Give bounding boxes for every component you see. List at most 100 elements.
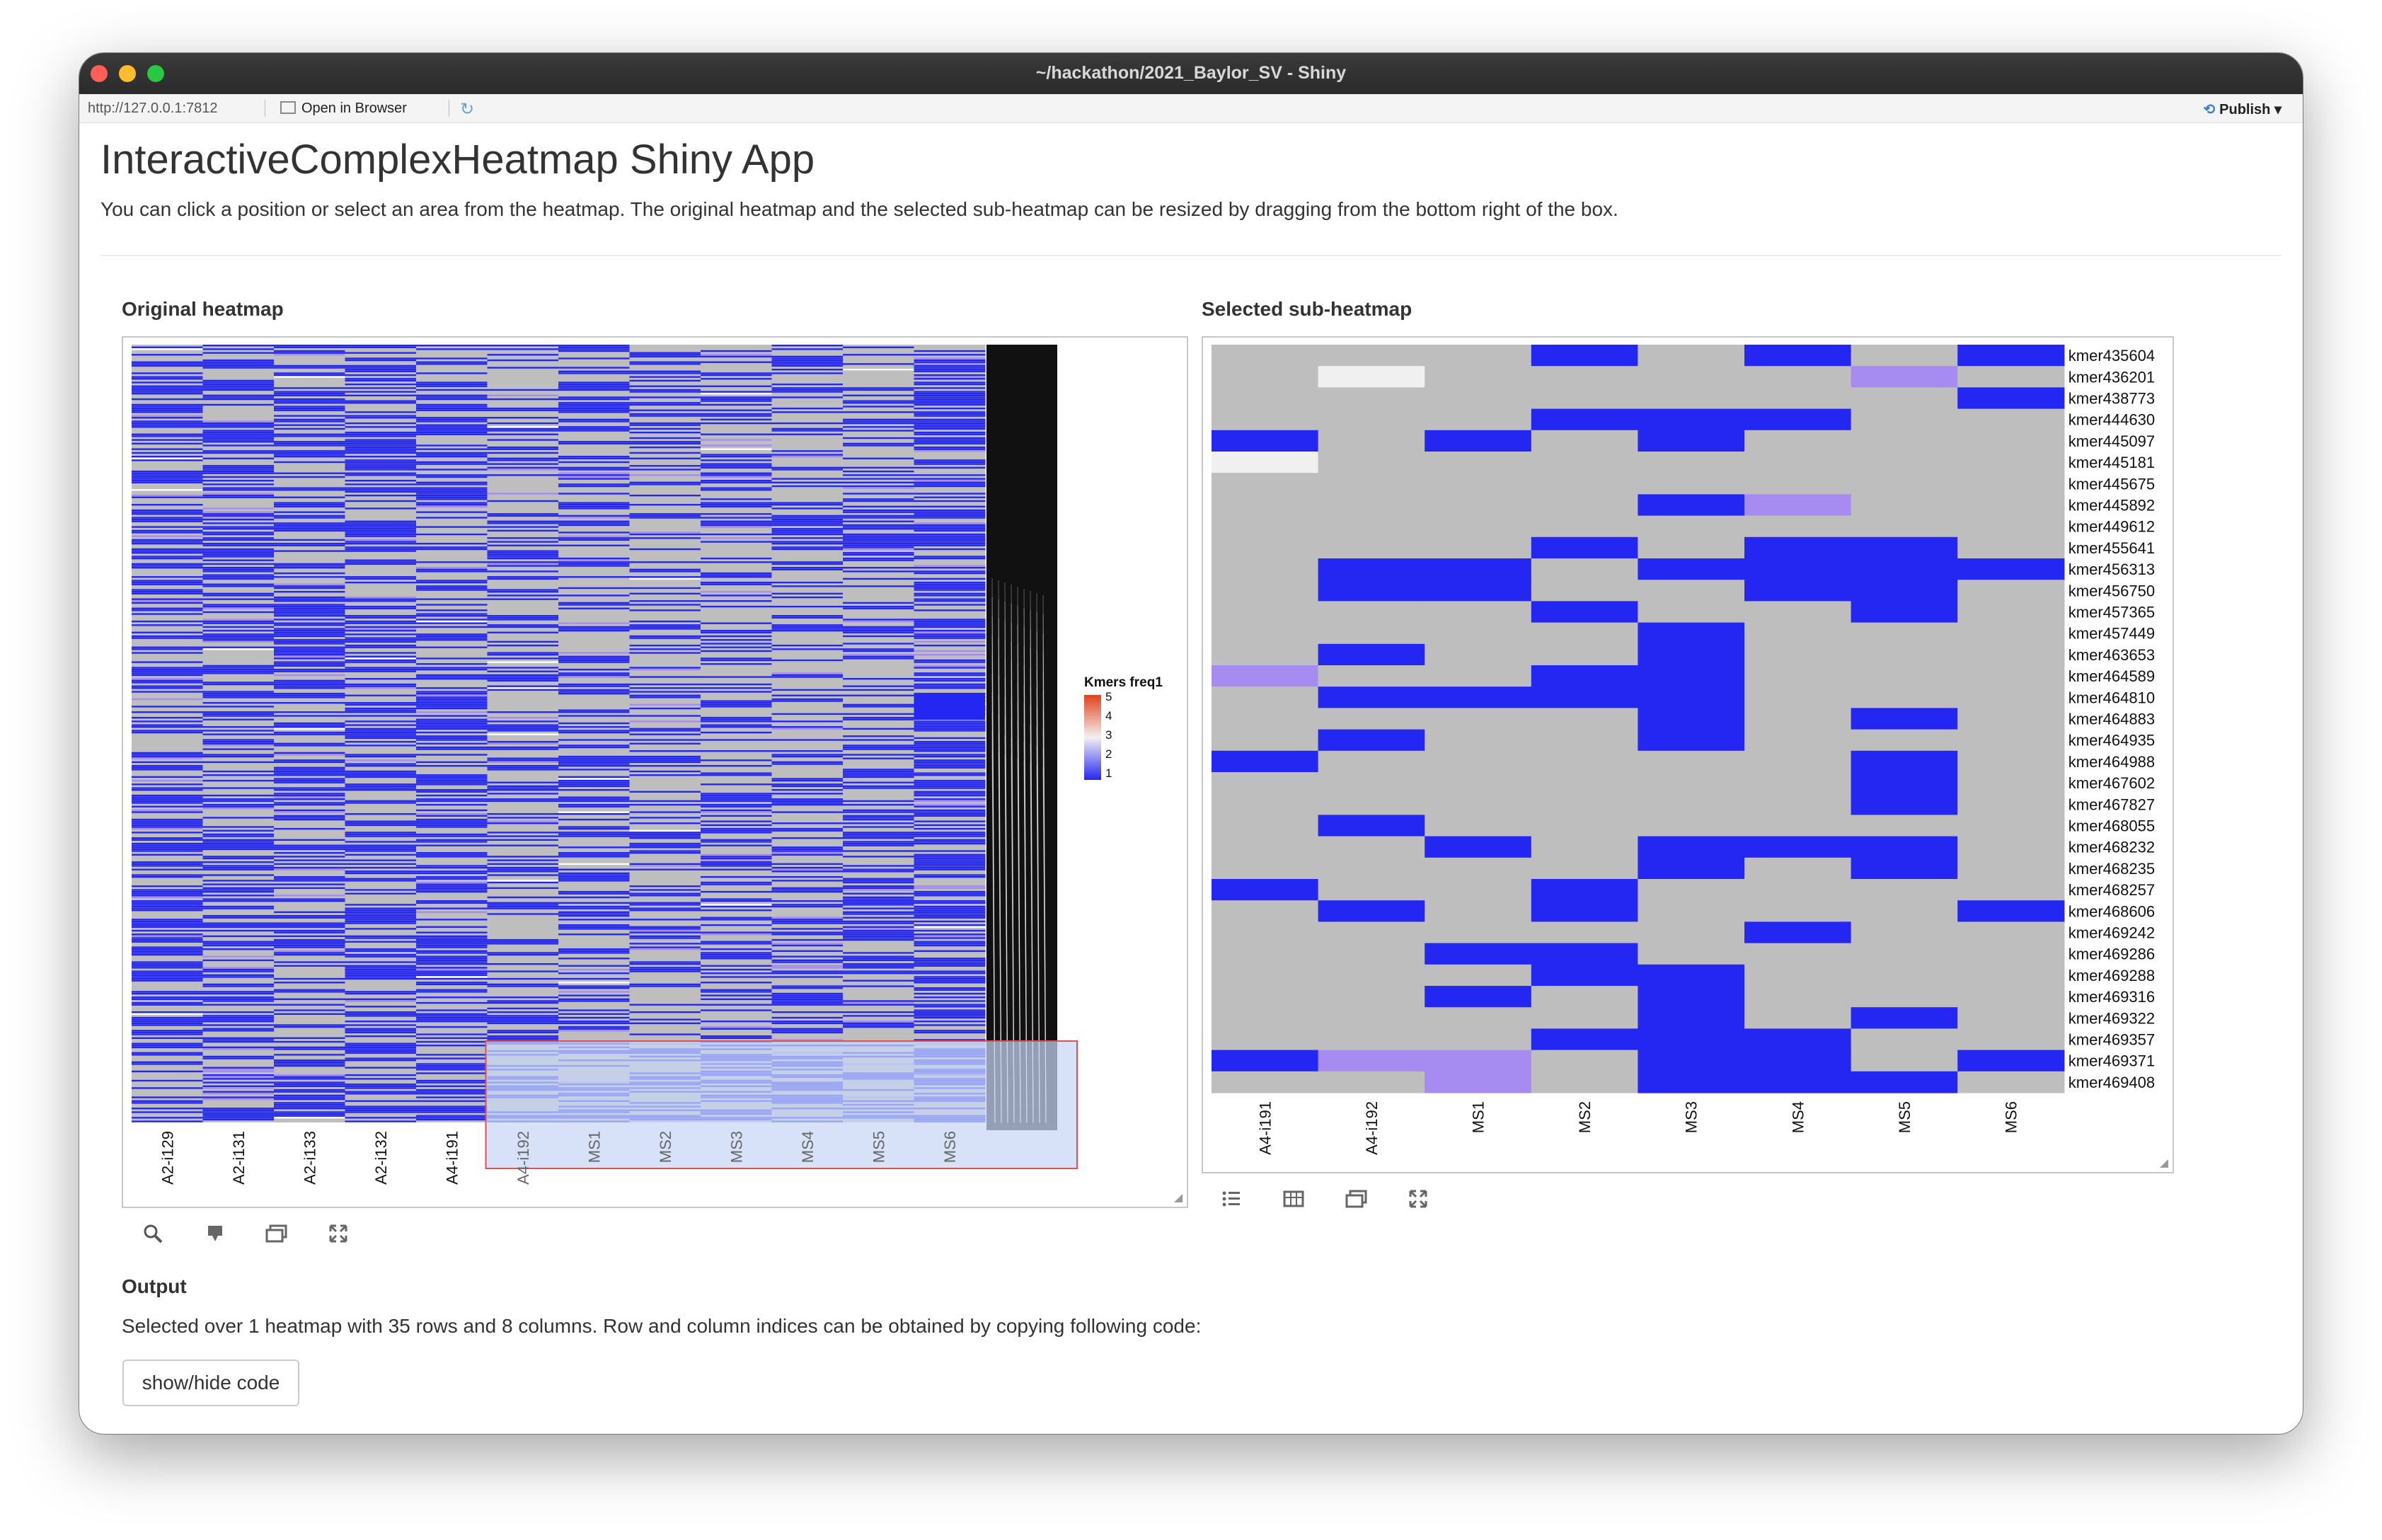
heatmap-cell[interactable] bbox=[416, 865, 488, 867]
heatmap-cell[interactable] bbox=[345, 920, 417, 923]
heatmap-cell[interactable] bbox=[132, 937, 203, 939]
heatmap-cell[interactable] bbox=[416, 989, 488, 991]
heatmap-cell[interactable] bbox=[274, 946, 345, 948]
heatmap-cell[interactable] bbox=[843, 567, 914, 569]
heatmap-cell[interactable] bbox=[274, 1059, 345, 1062]
original-heatmap-box[interactable]: A2-i129 A2-i131 A2-i133 A2-i132 A4-i191 A4-i1… bbox=[122, 336, 1188, 1208]
heatmap-cell[interactable] bbox=[202, 1118, 275, 1121]
heatmap-cell[interactable] bbox=[843, 787, 914, 789]
heatmap-cell[interactable] bbox=[558, 832, 630, 834]
heatmap-cell[interactable] bbox=[1425, 750, 1532, 773]
heatmap-cell[interactable] bbox=[416, 1033, 488, 1035]
heatmap-cell[interactable] bbox=[487, 1039, 559, 1041]
heatmap-cell[interactable] bbox=[345, 904, 417, 906]
heatmap-cell[interactable] bbox=[202, 648, 275, 650]
heatmap-cell[interactable] bbox=[914, 977, 986, 980]
heatmap-cell[interactable] bbox=[345, 563, 417, 565]
heatmap-cell[interactable] bbox=[1638, 815, 1745, 837]
heatmap-cell[interactable] bbox=[558, 402, 630, 404]
heatmap-cell[interactable] bbox=[345, 411, 417, 413]
heatmap-cell[interactable] bbox=[914, 909, 986, 912]
heatmap-cell[interactable] bbox=[132, 1024, 203, 1026]
heatmap-cell[interactable] bbox=[771, 965, 844, 967]
heatmap-cell[interactable] bbox=[701, 972, 772, 975]
heatmap-cell[interactable] bbox=[274, 663, 345, 665]
heatmap-cell[interactable] bbox=[629, 531, 701, 534]
heatmap-cell[interactable] bbox=[202, 585, 275, 587]
heatmap-cell[interactable] bbox=[843, 648, 914, 650]
heatmap-cell[interactable] bbox=[345, 841, 417, 843]
heatmap-cell[interactable] bbox=[701, 574, 772, 576]
heatmap-cell[interactable] bbox=[345, 970, 417, 972]
heatmap-cell[interactable] bbox=[558, 907, 630, 909]
heatmap-cell[interactable] bbox=[914, 787, 986, 789]
heatmap-cell[interactable] bbox=[487, 798, 559, 800]
heatmap-cell[interactable] bbox=[416, 385, 488, 387]
heatmap-cell[interactable] bbox=[345, 955, 417, 958]
heatmap-cell[interactable] bbox=[132, 977, 203, 980]
heatmap-cell[interactable] bbox=[345, 559, 417, 561]
heatmap-cell[interactable] bbox=[202, 754, 275, 756]
heatmap-cell[interactable] bbox=[843, 785, 914, 788]
heatmap-cell[interactable] bbox=[202, 926, 275, 928]
heatmap-cell[interactable] bbox=[274, 1103, 345, 1106]
heatmap-cell[interactable] bbox=[914, 583, 986, 585]
heatmap-cell[interactable] bbox=[1638, 430, 1745, 452]
heatmap-cell[interactable] bbox=[558, 950, 630, 952]
heatmap-cell[interactable] bbox=[274, 900, 345, 902]
heatmap-cell[interactable] bbox=[771, 348, 844, 350]
heatmap-cell[interactable] bbox=[345, 369, 417, 371]
heatmap-cell[interactable] bbox=[1318, 686, 1425, 708]
heatmap-cell[interactable] bbox=[1957, 857, 2065, 880]
heatmap-cell[interactable] bbox=[914, 387, 986, 389]
heatmap-cell[interactable] bbox=[1212, 665, 1319, 687]
heatmap-cell[interactable] bbox=[132, 670, 203, 672]
heatmap-cell[interactable] bbox=[629, 604, 701, 606]
heatmap-cell[interactable] bbox=[345, 948, 417, 950]
heatmap-cell[interactable] bbox=[1531, 793, 1638, 815]
heatmap-cell[interactable] bbox=[345, 415, 417, 417]
heatmap-cell[interactable] bbox=[487, 578, 559, 580]
heatmap-cell[interactable] bbox=[914, 987, 986, 989]
heatmap-cell[interactable] bbox=[771, 950, 844, 952]
heatmap-cell[interactable] bbox=[345, 448, 417, 450]
heatmap-cell[interactable] bbox=[629, 970, 701, 972]
heatmap-cell[interactable] bbox=[132, 938, 203, 941]
heatmap-cell[interactable] bbox=[629, 811, 701, 813]
heatmap-cell[interactable] bbox=[345, 776, 417, 778]
heatmap-cell[interactable] bbox=[771, 592, 844, 594]
heatmap-cell[interactable] bbox=[558, 403, 630, 406]
heatmap-cell[interactable] bbox=[1531, 900, 1638, 922]
heatmap-cell[interactable] bbox=[487, 859, 559, 861]
heatmap-cell[interactable] bbox=[202, 883, 275, 885]
heatmap-cell[interactable] bbox=[558, 504, 630, 506]
heatmap-cell[interactable] bbox=[202, 611, 275, 614]
heatmap-cell[interactable] bbox=[629, 895, 701, 897]
heatmap-cell[interactable] bbox=[132, 1045, 203, 1047]
heatmap-cell[interactable] bbox=[274, 1098, 345, 1101]
heatmap-cell[interactable] bbox=[914, 585, 986, 587]
heatmap-cell[interactable] bbox=[629, 1018, 701, 1021]
heatmap-cell[interactable] bbox=[558, 515, 630, 517]
heatmap-cell[interactable] bbox=[487, 728, 559, 730]
heatmap-cell[interactable] bbox=[701, 933, 772, 936]
heatmap-cell[interactable] bbox=[487, 904, 559, 906]
heatmap-cell[interactable] bbox=[629, 948, 701, 950]
heatmap-cell[interactable] bbox=[914, 726, 986, 728]
heatmap-cell[interactable] bbox=[914, 640, 986, 643]
heatmap-cell[interactable] bbox=[487, 1007, 559, 1010]
heatmap-cell[interactable] bbox=[914, 644, 986, 647]
heatmap-cell[interactable] bbox=[629, 578, 701, 580]
heatmap-cell[interactable] bbox=[487, 537, 559, 539]
heatmap-cell[interactable] bbox=[132, 407, 203, 410]
heatmap-cell[interactable] bbox=[132, 769, 203, 771]
heatmap-cell[interactable] bbox=[345, 889, 417, 891]
heatmap-cell[interactable] bbox=[1851, 408, 1958, 431]
heatmap-cell[interactable] bbox=[843, 837, 914, 839]
zoom-window-button[interactable] bbox=[147, 65, 164, 82]
heatmap-cell[interactable] bbox=[416, 567, 488, 569]
heatmap-cell[interactable] bbox=[132, 409, 203, 411]
heatmap-cell[interactable] bbox=[274, 648, 345, 650]
heatmap-cell[interactable] bbox=[1212, 473, 1319, 495]
heatmap-cell[interactable] bbox=[274, 622, 345, 624]
